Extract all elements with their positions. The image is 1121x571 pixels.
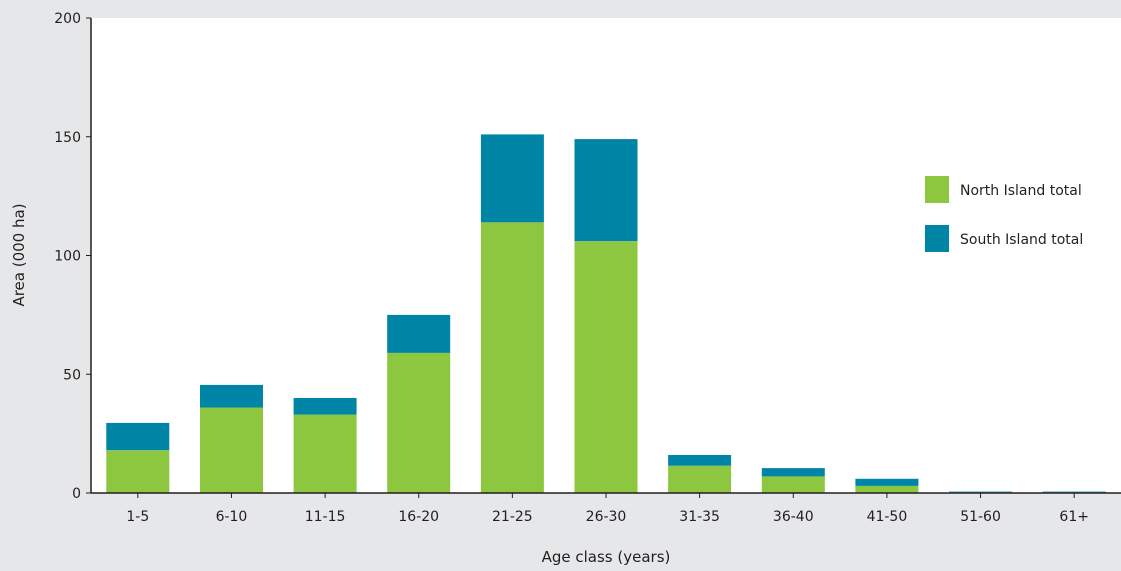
bar-north-island-21-25 bbox=[480, 222, 544, 494]
x-axis-title: Age class (years) bbox=[542, 548, 671, 566]
bar-south-island-41-50 bbox=[855, 478, 919, 486]
bar-south-island-36-40 bbox=[761, 468, 825, 477]
x-tick-label: 11-15 bbox=[305, 509, 346, 525]
y-tick-label: 200 bbox=[54, 11, 81, 27]
x-tick-label: 26-30 bbox=[586, 509, 627, 525]
bar-south-island-51-60 bbox=[949, 491, 1012, 493]
bar-south-island-16-20 bbox=[387, 314, 451, 353]
legend-label-south-island: South Island total bbox=[960, 232, 1083, 248]
bar-south-island-61+ bbox=[1042, 491, 1106, 493]
legend-swatch-south-island bbox=[925, 225, 949, 252]
bar-north-island-36-40 bbox=[761, 476, 825, 493]
x-tick-label: 41-50 bbox=[867, 509, 908, 525]
y-ticks: 0 50 100 150 200 bbox=[54, 11, 91, 502]
bar-north-island-16-20 bbox=[387, 352, 451, 493]
legend: North Island total South Island total bbox=[925, 176, 1083, 252]
bar-south-island-1-5 bbox=[106, 422, 170, 451]
bar-north-island-41-50 bbox=[855, 485, 919, 493]
bar-north-island-26-30 bbox=[574, 241, 638, 494]
x-tick-label: 36-40 bbox=[773, 509, 814, 525]
y-tick-label: 50 bbox=[63, 367, 81, 383]
legend-label-north-island: North Island total bbox=[960, 183, 1082, 199]
x-tick-label: 16-20 bbox=[398, 509, 439, 525]
x-tick-label: 1-5 bbox=[126, 509, 149, 525]
bar-south-island-31-35 bbox=[668, 455, 732, 466]
y-axis-title: Area (000 ha) bbox=[10, 203, 28, 306]
x-tick-label: 31-35 bbox=[679, 509, 720, 525]
bar-south-island-21-25 bbox=[480, 134, 544, 223]
y-tick-label: 0 bbox=[72, 486, 81, 502]
y-tick-label: 100 bbox=[54, 249, 81, 265]
bar-north-island-11-15 bbox=[293, 414, 357, 493]
x-tick-label: 51-60 bbox=[960, 509, 1001, 525]
x-tick-label: 6-10 bbox=[216, 509, 248, 525]
bar-south-island-26-30 bbox=[574, 139, 638, 242]
bar-south-island-6-10 bbox=[200, 384, 263, 408]
bar-south-island-11-15 bbox=[293, 398, 357, 415]
x-tick-label: 61+ bbox=[1059, 509, 1089, 525]
bar-north-island-1-5 bbox=[106, 450, 170, 494]
bars bbox=[106, 134, 1106, 494]
bar-north-island-31-35 bbox=[668, 465, 732, 493]
y-tick-label: 150 bbox=[54, 130, 81, 146]
x-tick-label: 21-25 bbox=[492, 509, 533, 525]
x-ticks: 1-5 6-10 11-15 16-20 21-25 26-30 31-35 36-40 41-… bbox=[126, 493, 1089, 525]
bar-north-island-6-10 bbox=[200, 407, 263, 493]
legend-swatch-north-island bbox=[925, 176, 949, 203]
